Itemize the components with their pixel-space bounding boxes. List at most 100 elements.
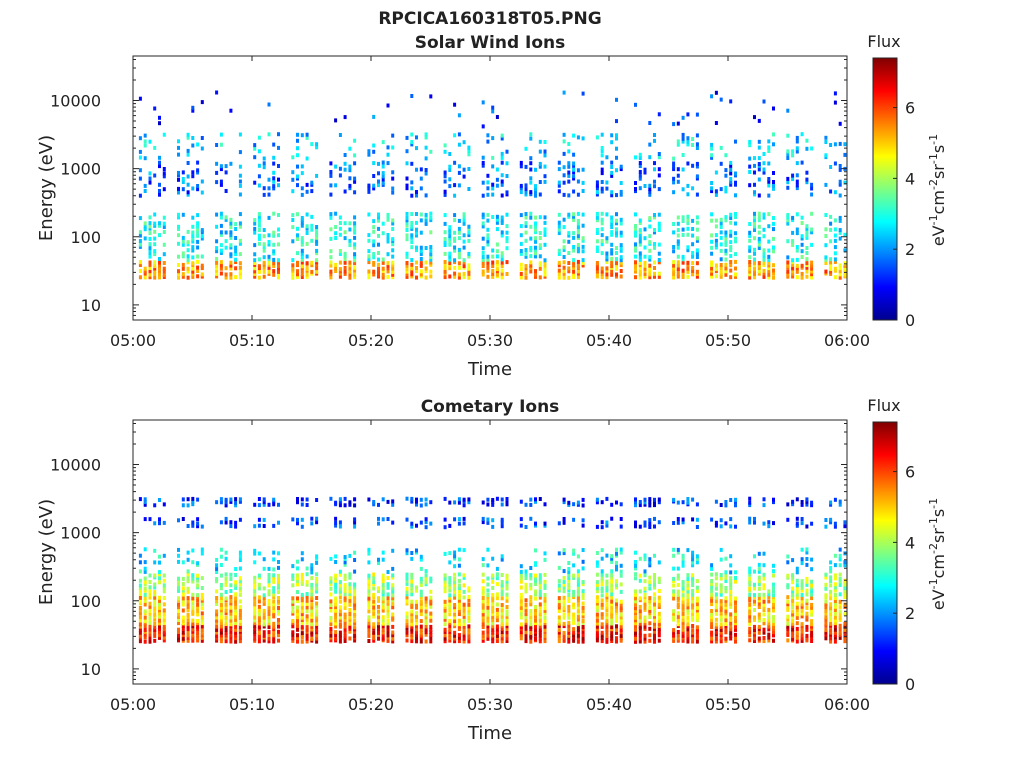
flux-cell [600, 525, 604, 530]
flux-cell [634, 596, 637, 601]
flux-cell [224, 579, 228, 584]
flux-cell [377, 627, 380, 631]
y-tick-label: 10000 [50, 92, 101, 111]
flux-cell [605, 268, 609, 273]
flux-cell [272, 567, 276, 572]
flux-cell [576, 579, 580, 584]
flux-cell [748, 580, 752, 584]
flux-cell [572, 176, 576, 181]
flux-cell [724, 598, 728, 603]
flux-cell [181, 630, 185, 635]
flux-cell [643, 267, 647, 271]
flux-cell [610, 251, 614, 256]
flux-cell [272, 550, 276, 555]
flux-cell [419, 520, 423, 525]
flux-cell [495, 272, 499, 277]
flux-cell [595, 638, 599, 643]
flux-cell [529, 595, 533, 600]
flux-cell [757, 601, 761, 606]
flux-cell [672, 266, 676, 271]
flux-cell [800, 234, 804, 239]
flux-cell [238, 252, 242, 257]
flux-cell [729, 160, 733, 165]
flux-cell [557, 618, 561, 623]
flux-cell [419, 263, 423, 268]
flux-cell [262, 242, 266, 247]
flux-cell [415, 233, 418, 238]
flux-cell [334, 582, 338, 587]
flux-cell [762, 599, 766, 604]
flux-cell [681, 233, 685, 237]
flux-cell [767, 589, 771, 594]
colorbar [872, 57, 898, 321]
flux-cell [695, 161, 699, 166]
flux-cell [415, 227, 418, 232]
flux-cell [338, 605, 342, 610]
flux-cell [215, 274, 219, 279]
flux-cell [329, 170, 333, 174]
flux-cell [719, 614, 723, 619]
flux-cell [724, 618, 728, 623]
flux-cell [238, 550, 242, 555]
flux-cell [729, 615, 733, 620]
flux-cell [734, 215, 737, 219]
flux-cell [757, 586, 761, 591]
flux-cell [291, 155, 295, 160]
flux-cell [572, 573, 576, 578]
flux-cell [795, 612, 799, 617]
flux-cell [772, 497, 775, 502]
flux-cell [372, 502, 376, 507]
flux-cell [557, 268, 561, 273]
flux-cell [724, 521, 728, 526]
flux-cell [386, 582, 390, 587]
flux-cell [505, 627, 509, 631]
flux-cell [795, 621, 799, 626]
flux-cell [196, 517, 200, 522]
flux-cell [148, 272, 152, 277]
flux-cell [415, 260, 418, 265]
flux-cell [615, 230, 618, 235]
flux-cell [267, 254, 271, 259]
flux-cell [800, 557, 804, 562]
flux-cell [267, 271, 271, 276]
flux-cell [162, 132, 166, 137]
flux-cell [524, 266, 528, 271]
flux-cell [219, 164, 223, 169]
flux-cell [448, 593, 452, 598]
flux-cell [734, 252, 737, 257]
flux-cell [657, 589, 661, 593]
flux-cell [672, 628, 676, 633]
flux-cell [572, 161, 576, 166]
flux-cell [695, 133, 699, 138]
flux-cell [191, 236, 195, 241]
flux-cell [567, 161, 571, 166]
flux-cell [348, 595, 352, 600]
flux-cell [377, 636, 380, 641]
flux-cell [277, 213, 280, 217]
flux-cell [429, 639, 433, 644]
flux-cell [648, 601, 652, 606]
flux-cell [229, 230, 233, 235]
flux-cell [805, 261, 809, 266]
flux-cell [557, 252, 561, 256]
flux-cell [729, 229, 733, 234]
flux-cell [353, 558, 357, 562]
flux-cell [610, 611, 614, 616]
flux-cell [567, 624, 571, 628]
flux-cell [305, 609, 309, 614]
flux-cell [495, 177, 499, 182]
flux-cell [710, 609, 714, 613]
flux-cell [215, 630, 219, 635]
flux-cell [495, 115, 499, 119]
flux-cell [648, 497, 652, 502]
flux-cell [557, 599, 561, 604]
flux-cell [372, 605, 376, 610]
flux-cell [372, 580, 376, 585]
flux-cell [500, 193, 504, 198]
flux-cell [334, 576, 338, 580]
flux-cell [453, 213, 457, 218]
flux-cell [196, 269, 200, 273]
flux-cell [519, 190, 523, 195]
flux-cell [410, 583, 414, 588]
flux-cell [543, 572, 547, 577]
